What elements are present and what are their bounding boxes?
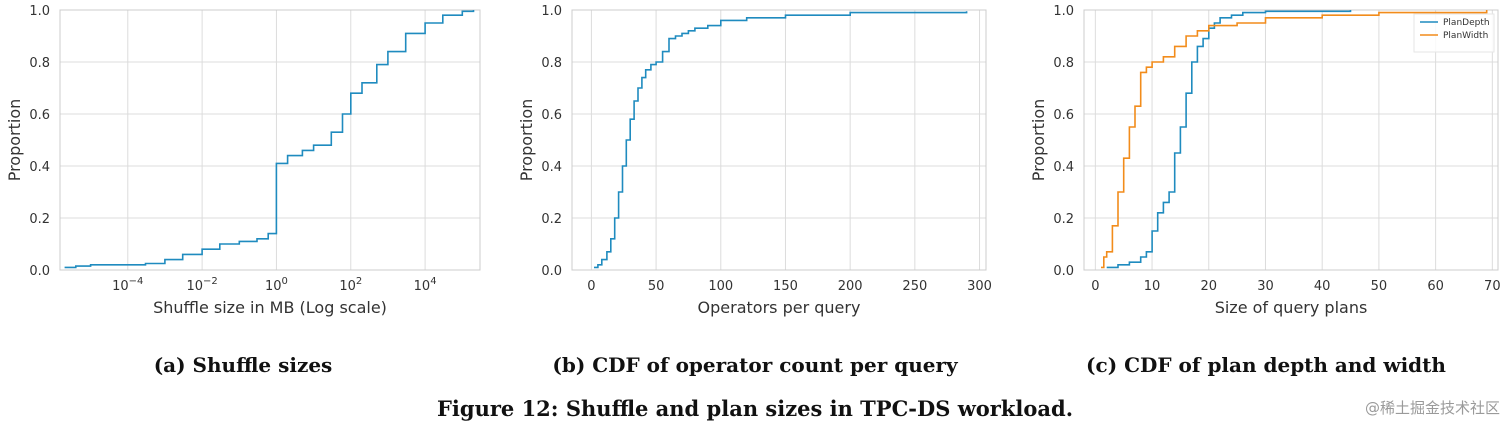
y-axis-label: Proportion	[517, 99, 536, 182]
series-line	[594, 11, 968, 269]
x-tick-label: 104	[414, 276, 437, 294]
x-tick-label: 250	[902, 279, 927, 294]
x-tick-label: 20	[1200, 279, 1217, 294]
y-tick-label: 0.4	[541, 160, 562, 175]
caption-a: (a) Shuffle sizes	[154, 353, 333, 377]
x-tick-label: 0	[587, 279, 595, 294]
y-axis-label: Proportion	[5, 99, 24, 182]
y-tick-label: 0.0	[541, 264, 562, 279]
x-axis-label: Shuffle size in MB (Log scale)	[153, 298, 387, 317]
series-line	[64, 10, 475, 269]
x-tick-label: 100	[708, 279, 733, 294]
x-tick-label: 70	[1484, 279, 1501, 294]
x-tick-label: 40	[1314, 279, 1331, 294]
y-tick-label: 1.0	[29, 4, 50, 19]
chart-shuffle-sizes: 0.0 0.2 0.4 0.6 0.8 1.0 10−4 10−2 100 102 104 Shuff…	[5, 4, 481, 317]
legend-label: PlanDepth	[1443, 18, 1490, 28]
x-tick-label: 0	[1091, 279, 1099, 294]
y-tick-label: 0.8	[29, 56, 50, 71]
y-tick-label: 0.6	[29, 108, 50, 123]
x-tick-label: 10−2	[186, 276, 217, 294]
x-tick-label: 150	[773, 279, 798, 294]
legend-box	[1413, 13, 1495, 53]
x-tick-label: 50	[1371, 279, 1388, 294]
y-tick-label: 0.4	[29, 160, 50, 175]
y-tick-label: 0.2	[541, 212, 562, 227]
x-tick-label: 102	[339, 276, 362, 294]
caption-b: (b) CDF of operator count per query	[552, 353, 959, 377]
chart-plan-depth-width: 0.0 0.2 0.4 0.6 0.8 1.0 0 10 20 30 40 50 60 70 Size of…	[1029, 4, 1501, 317]
plot-frame	[1083, 9, 1499, 271]
y-tick-label: 0.0	[29, 264, 50, 279]
x-tick-label: 300	[967, 279, 992, 294]
watermark: @稀土掘金技术社区	[1365, 399, 1500, 417]
y-tick-label: 1.0	[1053, 4, 1074, 19]
y-tick-label: 0.8	[541, 56, 562, 71]
y-tick-label: 0.4	[1053, 160, 1074, 175]
y-tick-label: 0.8	[1053, 56, 1074, 71]
figure-caption: Figure 12: Shuffle and plan sizes in TPC…	[437, 396, 1073, 421]
x-tick-label: 30	[1257, 279, 1274, 294]
y-tick-label: 0.6	[541, 108, 562, 123]
chart-operator-count: 0.0 0.2 0.4 0.6 0.8 1.0 0 50 100 150 200 250 300 Oper…	[517, 4, 992, 317]
x-tick-label: 50	[648, 279, 665, 294]
x-axis-label: Operators per query	[698, 298, 861, 317]
x-axis-label: Size of query plans	[1215, 298, 1368, 317]
x-tick-label: 10−4	[112, 276, 143, 294]
legend: PlanDepth PlanWidth	[1413, 13, 1495, 53]
x-tick-label: 200	[838, 279, 863, 294]
y-tick-label: 0.2	[1053, 212, 1074, 227]
caption-c: (c) CDF of plan depth and width	[1086, 353, 1446, 377]
y-axis-label: Proportion	[1029, 99, 1048, 182]
x-tick-label: 100	[265, 276, 288, 294]
x-tick-label: 10	[1144, 279, 1161, 294]
legend-label: PlanWidth	[1443, 31, 1488, 41]
series-line-plandepth	[1106, 10, 1352, 269]
y-tick-label: 0.0	[1053, 264, 1074, 279]
y-tick-label: 0.2	[29, 212, 50, 227]
series-line-planwidth	[1101, 10, 1488, 269]
plot-frame	[571, 9, 987, 271]
plot-frame	[59, 9, 481, 271]
x-tick-label: 60	[1427, 279, 1444, 294]
y-tick-label: 0.6	[1053, 108, 1074, 123]
y-tick-label: 1.0	[541, 4, 562, 19]
